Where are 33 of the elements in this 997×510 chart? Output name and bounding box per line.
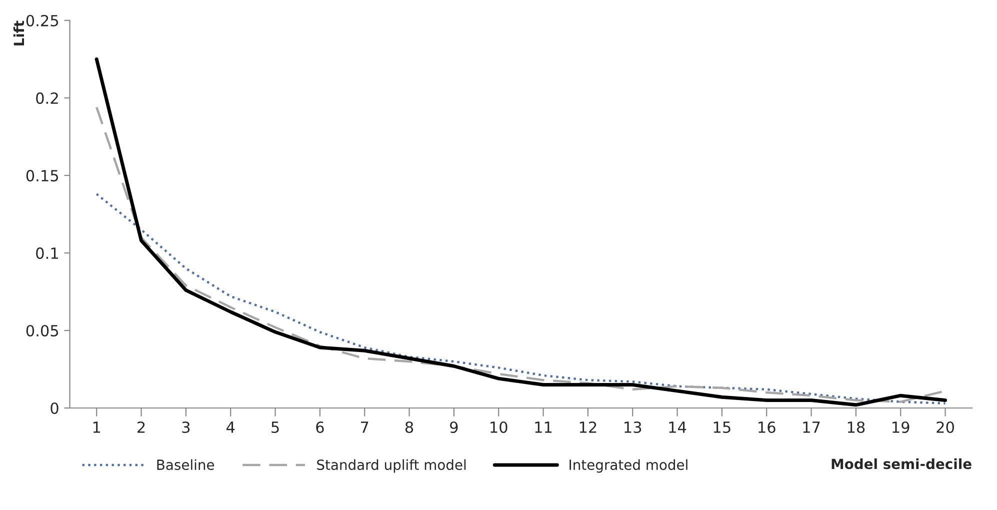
- x-tick-label: 3: [182, 421, 190, 434]
- line-series: [95, 192, 946, 404]
- y-tick-label: 0.05: [26, 324, 58, 336]
- x-tick-label: 7: [360, 422, 368, 433]
- x-tick-label: 17: [803, 422, 820, 433]
- x-tick-label: 2: [138, 421, 145, 433]
- x-tick-label: 19: [892, 421, 910, 434]
- y-tick-label: 0: [50, 402, 58, 414]
- y-tick-label: 0.2: [36, 92, 58, 104]
- y-tick-label: 0.1: [36, 247, 58, 259]
- x-axis-title: Model semi-decile: [832, 458, 972, 470]
- legend-label: Baseline: [157, 459, 214, 470]
- x-tick-label: 14: [669, 422, 686, 433]
- x-tick-label: 12: [580, 421, 596, 433]
- x-tick-label: 15: [714, 422, 730, 434]
- y-tick-label: 0.25: [26, 14, 58, 26]
- y-tick-label: 0.15: [26, 170, 58, 182]
- x-tick-label: 9: [450, 421, 458, 434]
- x-tick-label: 8: [405, 421, 414, 434]
- legend-label: Standard uplift model: [317, 459, 466, 473]
- legend-label: Integrated model: [570, 459, 688, 473]
- x-tick-label: 13: [624, 421, 642, 434]
- y-axis-title: Lift: [13, 20, 24, 46]
- x-tick-label: 5: [272, 422, 279, 434]
- x-tick-label: 20: [936, 421, 954, 434]
- x-tick-label: 18: [848, 421, 865, 434]
- x-tick-label: 10: [490, 421, 508, 434]
- x-tick-label: 11: [535, 422, 552, 433]
- x-tick-label: 6: [316, 421, 324, 434]
- x-tick-label: 16: [758, 421, 776, 434]
- x-tick-label: 4: [226, 422, 235, 433]
- x-tick-label: 1: [93, 422, 100, 433]
- line-series: [94, 57, 948, 407]
